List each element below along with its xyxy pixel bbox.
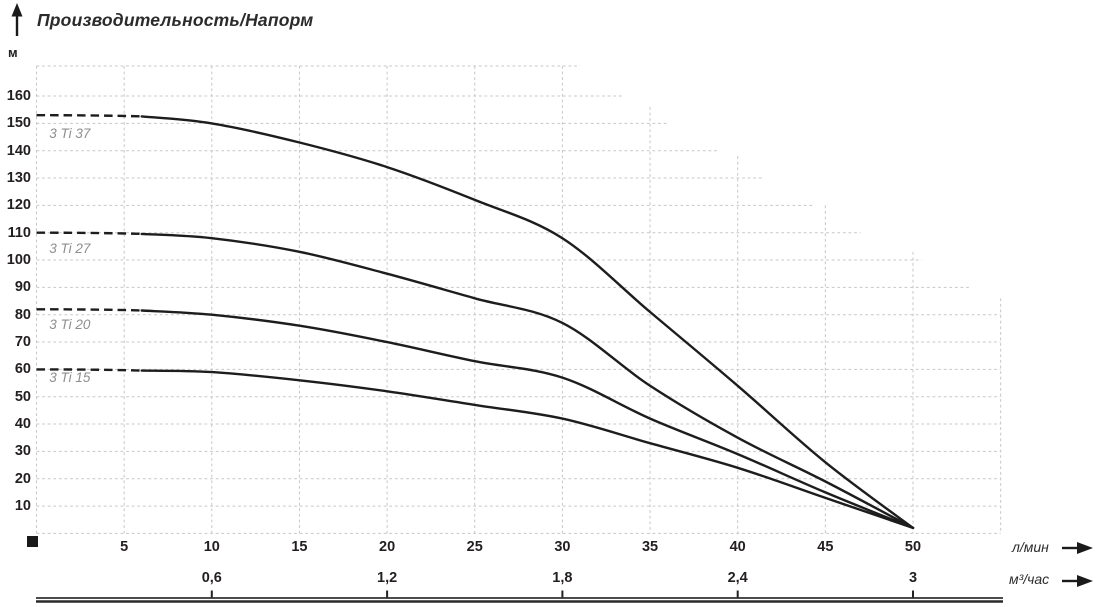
y-tick-label: 80 [14, 306, 31, 323]
pump-curve-solid [140, 232, 915, 530]
curve-label: 3 Ti 15 [49, 369, 91, 385]
x-tick-label-m3h: 1,2 [377, 570, 398, 586]
x-tick-label-lmin: 15 [291, 539, 308, 555]
x-tick-label-lmin: 25 [466, 539, 483, 555]
pump-curve-dashed [36, 368, 142, 372]
y-tick-label: 100 [6, 252, 31, 269]
y-tick-label: 90 [14, 279, 31, 296]
chart-title: Производительность/Напорм [37, 10, 314, 30]
x-axis-unit-lmin: л/мин [1012, 539, 1049, 555]
curve-label: 3 Ti 27 [49, 241, 91, 257]
pump-curve-solid [140, 369, 915, 530]
curve-label: 3 Ti 37 [49, 126, 91, 142]
y-tick-label: 70 [14, 334, 31, 351]
x-tick-label-m3h: 1,8 [552, 570, 573, 586]
origin-marker [27, 536, 38, 547]
y-tick-label: 110 [7, 224, 31, 241]
y-tick-label: 20 [14, 470, 31, 487]
curve-label: 3 Ti 20 [49, 316, 91, 332]
y-tick-label: 120 [6, 197, 31, 214]
x-tick-label-m3h: 2,4 [727, 570, 748, 586]
x-axis-lmin-arrow-icon [1077, 542, 1093, 554]
y-tick-label: 40 [14, 416, 31, 433]
y-tick-label: 30 [14, 443, 31, 460]
x-tick-label-lmin: 30 [554, 539, 571, 555]
x-tick-label-m3h: 0,6 [201, 570, 222, 586]
y-axis-unit-label: м [8, 45, 18, 60]
y-tick-label: 150 [6, 115, 31, 132]
pump-curve-dashed [36, 114, 142, 118]
x-tick-label-lmin: 20 [379, 539, 396, 555]
x-tick-label-lmin: 10 [203, 539, 220, 555]
y-tick-label: 60 [14, 361, 31, 378]
y-tick-label: 130 [6, 170, 31, 187]
x-tick-label-lmin: 40 [729, 539, 746, 555]
y-tick-label: 10 [14, 498, 31, 515]
x-tick-label-lmin: 50 [904, 539, 922, 555]
y-axis-arrow-icon [11, 3, 23, 17]
x-axis-m3h-arrow-icon [1077, 575, 1093, 587]
pump-curve-dashed [36, 308, 142, 312]
x-axis-unit-m3h: м³/час [1009, 571, 1050, 587]
pump-curve-solid [140, 309, 915, 530]
x-tick-label-lmin: 35 [641, 539, 659, 555]
x-tick-label-m3h: 3 [908, 570, 918, 586]
y-tick-label: 160 [6, 88, 31, 105]
pump-curve-dashed [36, 231, 142, 236]
y-tick-label: 50 [14, 388, 31, 405]
x-tick-label-lmin: 5 [120, 539, 129, 555]
x-tick-label-lmin: 45 [817, 539, 834, 555]
y-tick-label: 140 [6, 142, 31, 159]
pump-curve-solid [140, 115, 915, 530]
